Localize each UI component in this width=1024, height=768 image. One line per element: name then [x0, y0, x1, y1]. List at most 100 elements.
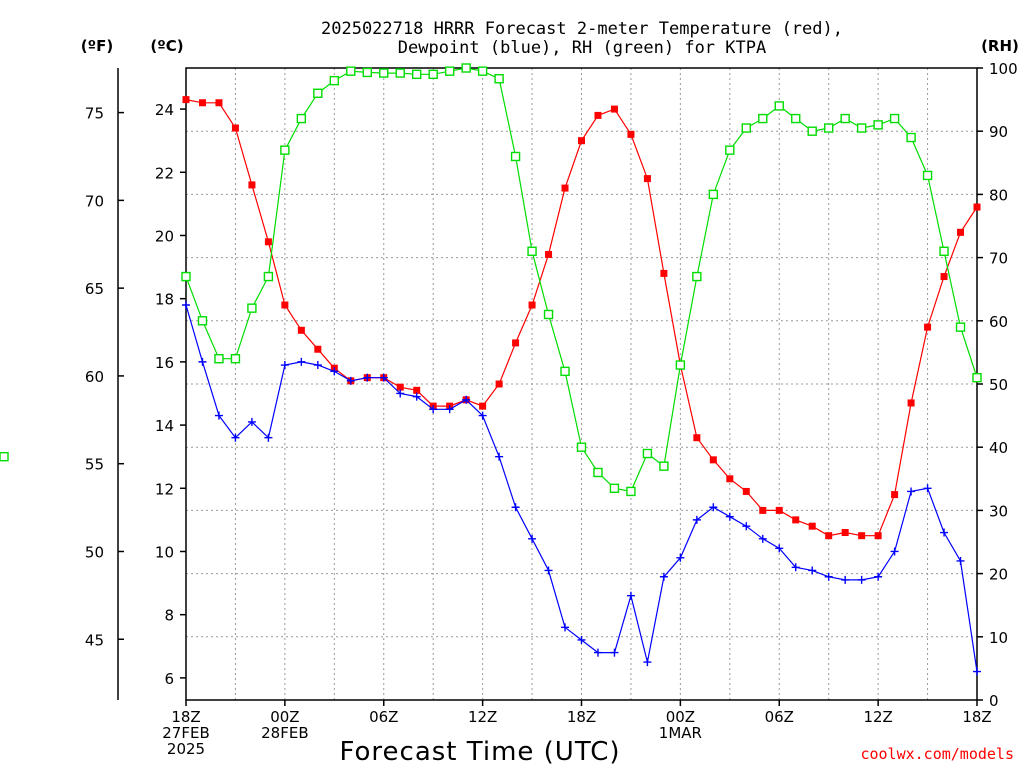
dewpoint-point [379, 373, 388, 382]
rh-point [840, 113, 850, 124]
fahrenheit-tick-label: 50 [85, 543, 104, 561]
temperature-point [594, 111, 602, 119]
rh-tick-label: 30 [989, 502, 1008, 520]
rh-point [741, 123, 751, 133]
temperature-point [660, 269, 668, 277]
temperature-point [297, 326, 305, 334]
temperature-point [858, 532, 866, 540]
dewpoint-point [742, 522, 751, 531]
dewpoint-point [692, 515, 701, 524]
x-axis-title: Forecast Time (UTC) [339, 737, 620, 767]
rh-point [955, 322, 966, 332]
rh-point [329, 75, 340, 86]
celsius-tick-label: 16 [155, 354, 174, 372]
x-tick-label: 00Z [270, 708, 299, 726]
rh-point [428, 69, 438, 80]
rh-point [626, 486, 636, 497]
x-tick-label: 12Z [468, 708, 497, 726]
temperature-point [610, 105, 618, 113]
celsius-tick-label: 10 [155, 543, 174, 561]
dewpoint-point [313, 361, 322, 370]
temperature-point [841, 529, 849, 537]
rh-point [280, 145, 290, 155]
dewpoint-point [907, 487, 916, 496]
celsius-tick-label: 20 [155, 227, 174, 245]
dewpoint-point [478, 411, 487, 420]
rh-point [230, 354, 241, 364]
rh-tick-label: 70 [989, 250, 1008, 268]
rh-point [296, 113, 307, 124]
temperature-point [940, 273, 948, 281]
chart-title-line-1: 2025022718 HRRR Forecast 2-meter Tempera… [321, 19, 843, 39]
chart-title-line-2: Dewpoint (blue), RH (green) for KTPA [398, 38, 766, 58]
rh-point [543, 309, 554, 320]
x-tick-label: 28FEB [261, 724, 308, 742]
temperature-point [775, 506, 783, 514]
dewpoint-point [610, 648, 619, 657]
rh-tick-label: 50 [989, 376, 1008, 394]
temperature-point [528, 301, 536, 309]
dewpoint-point [198, 357, 207, 366]
dewpoint-point [412, 392, 421, 401]
temperature-point [627, 130, 635, 138]
temperature-point [709, 456, 717, 464]
rh-tick-label: 90 [989, 123, 1008, 141]
dewpoint-point [297, 357, 306, 366]
temperature-point [742, 487, 750, 495]
dewpoint-point [791, 563, 800, 572]
rh-point [560, 366, 570, 377]
dewpoint-point [808, 566, 817, 575]
rh-point [675, 360, 686, 370]
rh-point [313, 88, 323, 98]
temperature-point [561, 184, 569, 192]
celsius-tick-label: 14 [155, 417, 174, 435]
celsius-tick-label: 6 [164, 670, 174, 688]
temperature-point [578, 137, 585, 145]
temperature-point [759, 506, 767, 514]
celsius-tick-label: 18 [155, 291, 174, 309]
fahrenheit-tick-label: 70 [85, 192, 104, 210]
rh-unit-label: (RH) [981, 37, 1019, 55]
temperature-point [693, 434, 701, 442]
fahrenheit-tick-label: 55 [85, 456, 104, 474]
dewpoint-point [923, 484, 932, 493]
temperature-point [182, 96, 190, 104]
temperature-point [396, 383, 404, 391]
rh-point [758, 113, 768, 124]
dewpoint-point [758, 534, 767, 543]
temperature-point [957, 228, 965, 236]
temperature-point [874, 532, 882, 540]
dewpoint-point [264, 433, 273, 442]
temperature-point [281, 301, 289, 309]
dewpoint-point [544, 566, 553, 575]
dewpoint-point [182, 301, 190, 309]
temperature-point [198, 99, 206, 107]
dewpoint-point [725, 512, 734, 521]
x-tick-label: 06Z [765, 708, 794, 726]
dewpoint-point [824, 572, 833, 581]
dewpoint-point [247, 417, 256, 426]
rh-point [527, 246, 537, 256]
dewpoint-point [214, 411, 223, 420]
dewpoint-point [528, 534, 537, 543]
temperature-point [891, 491, 899, 499]
rh-point [395, 68, 405, 78]
rh-point [972, 372, 982, 383]
dewpoint-point [973, 667, 981, 676]
temperature-point [495, 380, 503, 388]
x-tick-label: 18Z [567, 708, 596, 726]
dewpoint-point [363, 373, 372, 382]
dewpoint-point [890, 547, 899, 556]
fahrenheit-tick-label: 60 [85, 368, 104, 386]
x-tick-label: 12Z [863, 708, 892, 726]
dewpoint-point [709, 503, 718, 512]
dewpoint-point [956, 556, 965, 565]
rh-tick-label: 10 [989, 629, 1008, 647]
axis-ticks: 6 8 10 12 14 16 18 20 22 24 45 50 55 60 65 70 75 0 10 20 30 4… [85, 60, 1018, 758]
rh-point [939, 246, 949, 256]
rh-point [922, 170, 933, 181]
dewpoint-point [511, 503, 520, 512]
rh-tick-label: 100 [989, 60, 1018, 78]
rh-point [791, 113, 801, 124]
